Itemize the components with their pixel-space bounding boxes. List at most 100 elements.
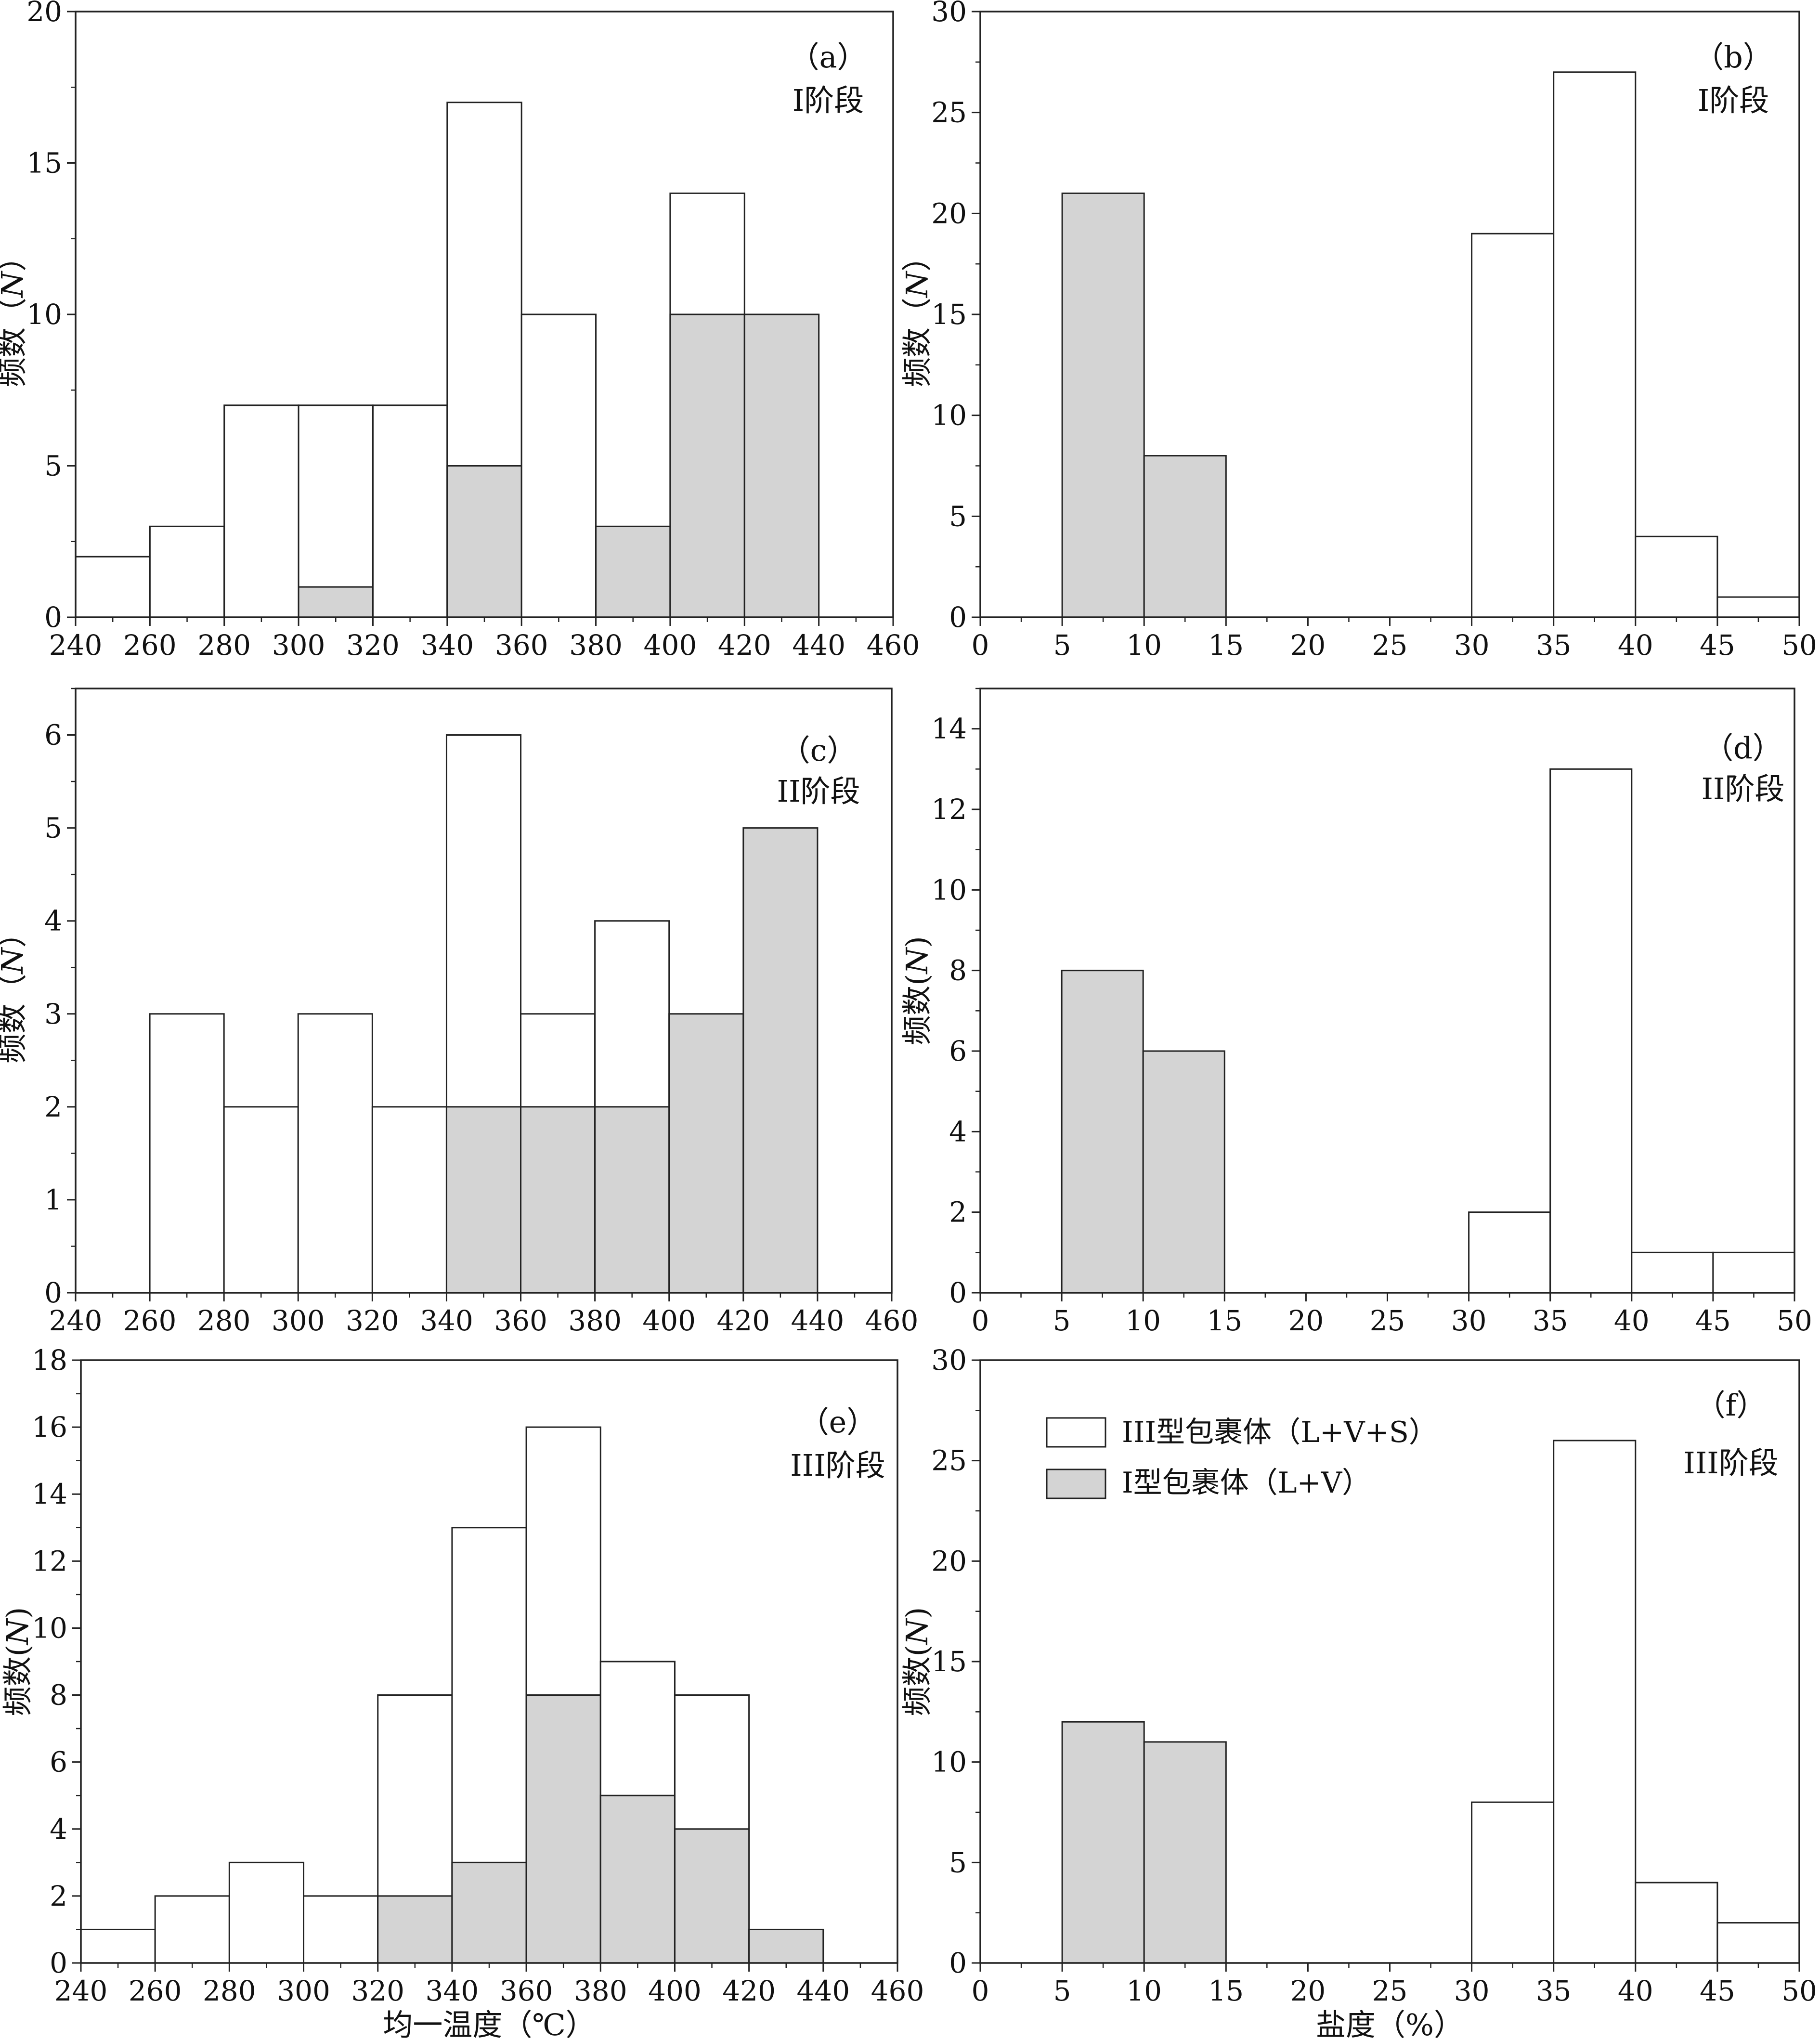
x-tick-label-d: 45 <box>1695 1304 1731 1337</box>
x-tick-label-f: 10 <box>1126 1975 1162 2007</box>
y-tick-label-e: 0 <box>50 1947 67 1979</box>
bar-gray-c-380 <box>594 1106 670 1294</box>
bar-white-d-40 <box>1631 1251 1714 1294</box>
y-tick-label-d: 10 <box>931 873 967 906</box>
x-tick-label-f: 40 <box>1618 1975 1653 2007</box>
x-tick-label-c: 440 <box>791 1304 845 1337</box>
bar-white-a-280 <box>223 404 299 618</box>
x-tick-label-d: 30 <box>1451 1304 1487 1337</box>
x-tick-label-d: 10 <box>1125 1304 1161 1337</box>
x-tick-label-c: 240 <box>49 1304 103 1337</box>
panel-label-b: （b） <box>1694 39 1773 75</box>
x-tick-label-c: 360 <box>494 1304 547 1337</box>
y-axis-label-a: 频数（N） <box>0 242 30 387</box>
x-tick-label-f: 15 <box>1208 1975 1244 2007</box>
panel-b: 0 5 10 15 20 25 30 35 40 45 50 0 5 10 15 20 25 30 频数（N） （b）… <box>899 0 1817 662</box>
bar-white-e-280 <box>228 1861 305 1964</box>
bar-white-f-40 <box>1635 1882 1718 1964</box>
y-tick-label-f: 10 <box>931 1746 967 1779</box>
bar-white-d-30 <box>1468 1211 1551 1294</box>
bar-gray-d-10 <box>1142 1050 1225 1294</box>
bar-gray-a-420 <box>743 313 820 618</box>
bar-white-e-240 <box>80 1928 156 1964</box>
bar-white-a-240 <box>75 556 151 618</box>
x-tick-label-d: 35 <box>1533 1304 1568 1337</box>
x-tick-label-b: 45 <box>1700 629 1735 662</box>
x-tick-label-c: 400 <box>642 1304 696 1337</box>
x-tick-label-c: 280 <box>197 1304 251 1337</box>
x-tick-label-c: 320 <box>346 1304 399 1337</box>
y-tick-label-a: 5 <box>44 450 62 482</box>
y-tick-label-b: 30 <box>931 0 967 28</box>
legend-swatch-white <box>1046 1417 1106 1448</box>
stage-label-c: II阶段 <box>777 774 860 809</box>
x-tick-label-b: 20 <box>1290 629 1326 662</box>
y-tick-label-f: 20 <box>931 1545 967 1577</box>
x-tick-label-e: 360 <box>500 1975 553 2007</box>
y-tick-label-e: 4 <box>50 1813 67 1845</box>
x-tick-label-a: 420 <box>718 629 771 662</box>
legend-swatch-gray <box>1046 1468 1106 1499</box>
x-tick-label-b: 0 <box>972 629 989 662</box>
x-tick-label-b: 40 <box>1618 629 1653 662</box>
bar-gray-e-360 <box>525 1694 601 1964</box>
x-tick-label-f: 50 <box>1781 1975 1817 2007</box>
panel-e: 240 260 280 300 320 340 360 380 400 420 440 460 0 2 4 6… <box>0 1344 924 2040</box>
y-tick-label-e: 18 <box>32 1344 67 1377</box>
y-tick-label-e: 10 <box>32 1611 67 1644</box>
y-axis-label-b: 频数（N） <box>899 242 935 387</box>
panel-label-c: （c） <box>780 733 857 768</box>
x-tick-label-a: 440 <box>792 629 845 662</box>
x-tick-label-b: 25 <box>1372 629 1408 662</box>
bar-white-b-40 <box>1635 535 1718 618</box>
x-tick-label-d: 50 <box>1777 1304 1812 1337</box>
bar-gray-c-420 <box>742 827 819 1294</box>
y-tick-label-e: 2 <box>50 1880 67 1912</box>
panel-label-e: （e） <box>799 1404 877 1440</box>
x-tick-label-d: 20 <box>1288 1304 1324 1337</box>
x-tick-label-a: 380 <box>569 629 623 662</box>
bar-white-c-280 <box>223 1106 299 1294</box>
bar-white-a-320 <box>372 404 448 618</box>
x-tick-label-d: 40 <box>1614 1304 1650 1337</box>
x-tick-label-f: 5 <box>1053 1975 1071 2007</box>
x-tick-label-f: 35 <box>1536 1975 1572 2007</box>
legend-label-gray: I型包裹体（L+V） <box>1122 1466 1371 1500</box>
bar-gray-a-340 <box>446 465 522 618</box>
x-tick-label-c: 460 <box>865 1304 919 1337</box>
bar-gray-e-420 <box>748 1928 824 1964</box>
x-tick-label-b: 10 <box>1126 629 1162 662</box>
stage-label-e: III阶段 <box>790 1448 885 1483</box>
x-tick-label-e: 440 <box>796 1975 850 2007</box>
y-tick-label-a: 10 <box>26 298 62 331</box>
x-tick-label-a: 400 <box>644 629 697 662</box>
x-tick-label-e: 380 <box>574 1975 627 2007</box>
bar-gray-e-400 <box>674 1828 750 1964</box>
bar-gray-d-5 <box>1061 970 1144 1294</box>
x-tick-label-c: 260 <box>123 1304 177 1337</box>
y-axis-label-c: 频数（N） <box>0 918 30 1063</box>
x-tick-label-a: 320 <box>346 629 400 662</box>
x-tick-label-c: 420 <box>716 1304 770 1337</box>
y-axis-label-d: 频数(N) <box>899 936 935 1045</box>
x-tick-label-a: 240 <box>49 629 103 662</box>
bar-white-d-35 <box>1549 768 1633 1294</box>
x-tick-label-e: 240 <box>54 1975 108 2007</box>
y-tick-label-c: 6 <box>44 719 62 752</box>
bar-gray-c-340 <box>445 1106 522 1294</box>
y-tick-label-c: 3 <box>44 998 62 1030</box>
y-tick-label-a: 15 <box>26 147 62 180</box>
bar-gray-a-400 <box>669 313 745 618</box>
x-tick-label-e: 400 <box>648 1975 702 2007</box>
bar-gray-a-380 <box>595 525 671 618</box>
x-axis-label-f: 盐度（%） <box>1316 2007 1464 2040</box>
y-tick-label-d: 4 <box>949 1115 967 1148</box>
bar-white-f-45 <box>1716 1922 1800 1964</box>
bar-white-a-260 <box>149 525 225 618</box>
bar-white-b-35 <box>1553 71 1637 618</box>
x-tick-label-a: 460 <box>867 629 920 662</box>
y-axis-label-e: 频数(N) <box>0 1607 35 1716</box>
x-tick-label-e: 460 <box>871 1975 924 2007</box>
bar-white-b-45 <box>1716 596 1800 618</box>
